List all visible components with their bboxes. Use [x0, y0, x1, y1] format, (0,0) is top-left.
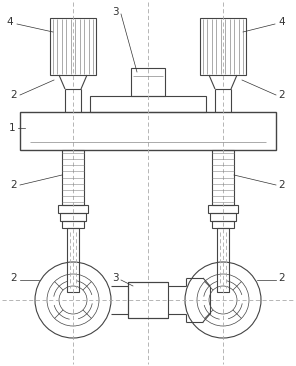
Bar: [67, 228, 79, 292]
Bar: [60, 213, 86, 221]
Bar: [50, 18, 96, 75]
Bar: [58, 205, 88, 213]
Bar: [212, 221, 234, 228]
Text: 2: 2: [279, 273, 285, 283]
Text: 2: 2: [11, 180, 17, 190]
Bar: [128, 282, 168, 318]
Text: 4: 4: [279, 17, 285, 27]
Text: 2: 2: [279, 90, 285, 100]
Text: 2: 2: [279, 180, 285, 190]
Bar: [212, 150, 234, 205]
Bar: [62, 150, 84, 205]
Bar: [208, 205, 238, 213]
Bar: [217, 228, 229, 292]
Text: 1: 1: [9, 123, 15, 133]
Text: 2: 2: [11, 273, 17, 283]
Text: 3: 3: [112, 273, 118, 283]
Bar: [62, 221, 84, 228]
Bar: [131, 68, 165, 96]
Bar: [20, 112, 276, 150]
Bar: [210, 213, 236, 221]
Bar: [200, 18, 246, 75]
Bar: [90, 96, 206, 112]
Text: 2: 2: [11, 90, 17, 100]
Text: 3: 3: [112, 7, 118, 17]
Text: 4: 4: [7, 17, 13, 27]
